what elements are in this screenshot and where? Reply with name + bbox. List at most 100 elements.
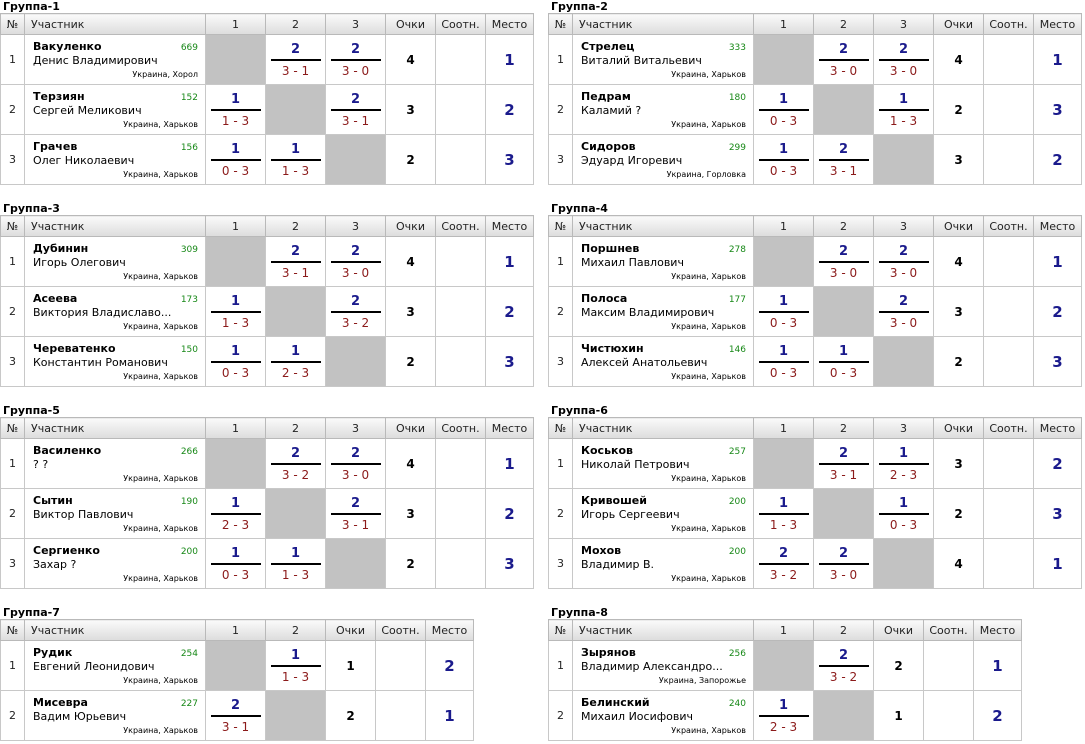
match-result-cell[interactable]: 2 3 - 0 [814, 35, 874, 85]
participant-cell[interactable]: Мохов Владимир В. 200 Украина, Харьков [573, 539, 754, 589]
column-header-opponent-1[interactable]: 1 [754, 418, 814, 439]
column-header-points[interactable]: Очки [386, 216, 436, 237]
column-header-opponent-2[interactable]: 2 [266, 620, 326, 641]
column-header-opponent-1[interactable]: 1 [754, 14, 814, 35]
match-result-cell[interactable]: 1 1 - 3 [206, 85, 266, 135]
column-header-place[interactable]: Место [1034, 216, 1082, 237]
column-header-opponent-2[interactable]: 2 [814, 418, 874, 439]
column-header-participant[interactable]: Участник [25, 418, 206, 439]
participant-cell[interactable]: Сытин Виктор Павлович 190 Украина, Харьков [25, 489, 206, 539]
match-result-cell[interactable]: 2 3 - 1 [326, 85, 386, 135]
column-header-ratio[interactable]: Соотн. [984, 14, 1034, 35]
participant-cell[interactable]: Чистюхин Алексей Анатольевич 146 Украина, Х… [573, 337, 754, 387]
match-result-cell[interactable]: 2 3 - 1 [266, 35, 326, 85]
column-header-points[interactable]: Очки [934, 216, 984, 237]
column-header-opponent-1[interactable]: 1 [206, 14, 266, 35]
match-result-cell[interactable]: 1 0 - 3 [754, 85, 814, 135]
match-result-cell[interactable]: 1 0 - 3 [754, 287, 814, 337]
match-result-cell[interactable]: 2 3 - 0 [814, 539, 874, 589]
column-header-participant[interactable]: Участник [573, 14, 754, 35]
participant-cell[interactable]: Рудик Евгений Леонидович 254 Украина, Харьк… [25, 641, 206, 691]
match-result-cell[interactable]: 2 3 - 1 [206, 691, 266, 741]
match-result-cell[interactable]: 1 0 - 3 [206, 337, 266, 387]
match-result-cell[interactable]: 2 3 - 2 [754, 539, 814, 589]
match-result-cell[interactable]: 1 1 - 3 [266, 539, 326, 589]
match-result-cell[interactable]: 2 3 - 0 [874, 35, 934, 85]
participant-cell[interactable]: Белинский Михаил Иосифович 240 Украина, Хар… [573, 691, 754, 741]
participant-cell[interactable]: Череватенко Константин Романович 150 Украин… [25, 337, 206, 387]
participant-cell[interactable]: Стрелец Виталий Витальевич 333 Украина, Хар… [573, 35, 754, 85]
match-result-cell[interactable]: 1 0 - 3 [754, 337, 814, 387]
column-header-num[interactable]: № [549, 14, 573, 35]
participant-cell[interactable]: Сидоров Эдуард Игоревич 299 Украина, Горлов… [573, 135, 754, 185]
match-result-cell[interactable]: 1 0 - 3 [874, 489, 934, 539]
column-header-opponent-3[interactable]: 3 [326, 216, 386, 237]
column-header-ratio[interactable]: Соотн. [436, 216, 486, 237]
match-result-cell[interactable]: 2 3 - 2 [326, 287, 386, 337]
column-header-num[interactable]: № [549, 418, 573, 439]
column-header-opponent-3[interactable]: 3 [874, 14, 934, 35]
match-result-cell[interactable]: 1 2 - 3 [266, 337, 326, 387]
match-result-cell[interactable]: 1 2 - 3 [206, 489, 266, 539]
column-header-opponent-1[interactable]: 1 [206, 620, 266, 641]
column-header-num[interactable]: № [1, 418, 25, 439]
match-result-cell[interactable]: 2 3 - 0 [874, 237, 934, 287]
column-header-ratio[interactable]: Соотн. [984, 418, 1034, 439]
participant-cell[interactable]: Сергиенко Захар ? 200 Украина, Харьков [25, 539, 206, 589]
column-header-place[interactable]: Место [1034, 14, 1082, 35]
column-header-opponent-2[interactable]: 2 [266, 14, 326, 35]
column-header-points[interactable]: Очки [386, 14, 436, 35]
match-result-cell[interactable]: 1 2 - 3 [874, 439, 934, 489]
column-header-opponent-2[interactable]: 2 [814, 216, 874, 237]
column-header-opponent-3[interactable]: 3 [874, 216, 934, 237]
column-header-place[interactable]: Место [426, 620, 474, 641]
column-header-opponent-1[interactable]: 1 [754, 620, 814, 641]
column-header-ratio[interactable]: Соотн. [376, 620, 426, 641]
participant-cell[interactable]: Поршнев Михаил Павлович 278 Украина, Харько… [573, 237, 754, 287]
participant-cell[interactable]: Вакуленко Денис Владимирович 669 Украина, Х… [25, 35, 206, 85]
match-result-cell[interactable]: 1 1 - 3 [754, 489, 814, 539]
column-header-participant[interactable]: Участник [25, 14, 206, 35]
column-header-place[interactable]: Место [486, 216, 534, 237]
column-header-num[interactable]: № [549, 620, 573, 641]
match-result-cell[interactable]: 1 0 - 3 [754, 135, 814, 185]
column-header-opponent-3[interactable]: 3 [326, 418, 386, 439]
column-header-points[interactable]: Очки [386, 418, 436, 439]
column-header-place[interactable]: Место [974, 620, 1022, 641]
column-header-points[interactable]: Очки [934, 418, 984, 439]
column-header-place[interactable]: Место [486, 14, 534, 35]
participant-cell[interactable]: Мисевра Вадим Юрьевич 227 Украина, Харьков [25, 691, 206, 741]
column-header-ratio[interactable]: Соотн. [436, 14, 486, 35]
column-header-points[interactable]: Очки [874, 620, 924, 641]
match-result-cell[interactable]: 2 3 - 1 [814, 135, 874, 185]
match-result-cell[interactable]: 1 1 - 3 [266, 641, 326, 691]
column-header-participant[interactable]: Участник [573, 620, 754, 641]
match-result-cell[interactable]: 2 3 - 2 [814, 641, 874, 691]
column-header-opponent-3[interactable]: 3 [874, 418, 934, 439]
match-result-cell[interactable]: 1 2 - 3 [754, 691, 814, 741]
participant-cell[interactable]: Коськов Николай Петрович 257 Украина, Харьк… [573, 439, 754, 489]
match-result-cell[interactable]: 2 3 - 1 [266, 237, 326, 287]
column-header-ratio[interactable]: Соотн. [436, 418, 486, 439]
participant-cell[interactable]: Зырянов Владимир Александро... 256 Украина,… [573, 641, 754, 691]
column-header-participant[interactable]: Участник [573, 216, 754, 237]
column-header-num[interactable]: № [1, 14, 25, 35]
participant-cell[interactable]: Василенко? ? 266 Украина, Харьков [25, 439, 206, 489]
participant-cell[interactable]: Педрам Каламий ? 180 Украина, Харьков [573, 85, 754, 135]
column-header-num[interactable]: № [1, 620, 25, 641]
column-header-opponent-2[interactable]: 2 [814, 14, 874, 35]
match-result-cell[interactable]: 1 1 - 3 [206, 287, 266, 337]
column-header-opponent-1[interactable]: 1 [206, 418, 266, 439]
column-header-place[interactable]: Место [1034, 418, 1082, 439]
column-header-ratio[interactable]: Соотн. [984, 216, 1034, 237]
column-header-num[interactable]: № [549, 216, 573, 237]
match-result-cell[interactable]: 2 3 - 1 [326, 489, 386, 539]
match-result-cell[interactable]: 1 0 - 3 [206, 539, 266, 589]
match-result-cell[interactable]: 1 1 - 3 [266, 135, 326, 185]
match-result-cell[interactable]: 1 0 - 3 [814, 337, 874, 387]
participant-cell[interactable]: Терзиян Сергей Меликович 152 Украина, Харьк… [25, 85, 206, 135]
column-header-place[interactable]: Место [486, 418, 534, 439]
match-result-cell[interactable]: 2 3 - 1 [814, 439, 874, 489]
match-result-cell[interactable]: 1 0 - 3 [206, 135, 266, 185]
participant-cell[interactable]: Кривошей Игорь Сергеевич 200 Украина, Харьк… [573, 489, 754, 539]
